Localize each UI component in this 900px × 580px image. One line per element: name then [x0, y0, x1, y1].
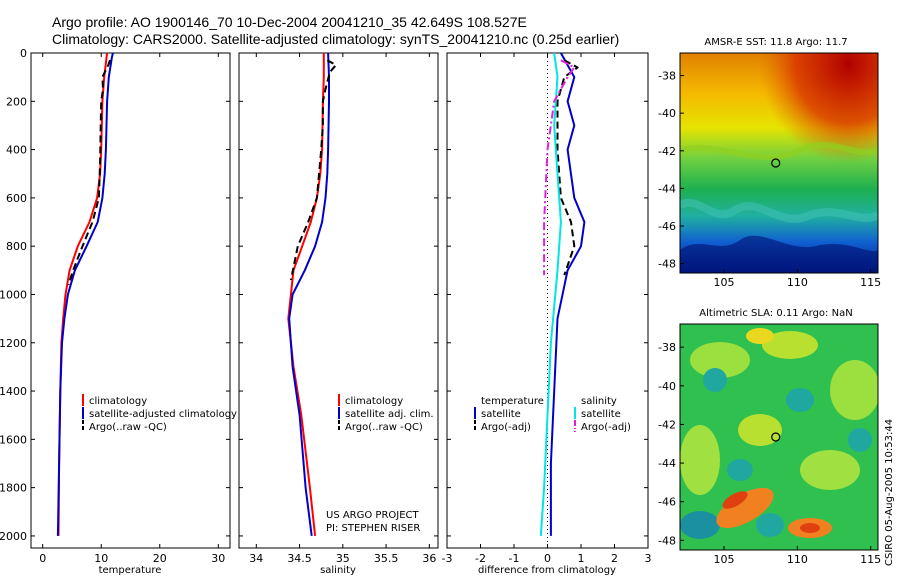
sst-map-title: AMSR-E SST: 11.8 Argo: 11.7 [704, 37, 847, 48]
map-y-tick-label: -42 [658, 145, 676, 158]
x-tick-label: 36 [422, 552, 436, 565]
sla-map-title: Altimetric SLA: 0.11 Argo: NaN [699, 308, 852, 319]
pi-credit: PI: STEPHEN RISER [326, 523, 420, 534]
y-tick-label: 600 [6, 192, 27, 205]
timestamp-text: CSIRO 05-Aug-2005 10:53:44 [884, 419, 895, 566]
legend-climatology-label: climatology [89, 396, 147, 407]
x-tick-label: 10 [94, 552, 108, 565]
series-line-argo-raw-qc- [67, 59, 111, 286]
x-tick-label: 2 [611, 552, 618, 565]
map-y-tick-label: -40 [658, 107, 676, 120]
salinity-plot-frame [238, 52, 439, 549]
legend-satellite-label: satellite adj. clim. [345, 409, 434, 420]
temperature-legend: climatology satellite-adjusted climatolo… [82, 394, 237, 433]
x-tick-label: 1 [578, 552, 585, 565]
legend-argo-label: Argo(..raw -QC) [89, 422, 167, 433]
sst-map-frame [679, 52, 879, 274]
difference-legend: temperature satellite Argo(-adj) salinit… [474, 396, 631, 433]
map-y-tick-label: -38 [658, 70, 676, 83]
x-tick-label: -3 [442, 552, 453, 565]
x-tick-label: 34 [249, 552, 263, 565]
legend-temp-argo-label: Argo(-adj) [481, 422, 531, 433]
x-tick-label: 0 [39, 552, 46, 565]
temperature-plot: 0 10 20 30 0 200 400 600 800 1000 1200 1400 1600 1800… [0, 47, 230, 565]
sla-map-image [680, 324, 878, 550]
map-y-tick-label: -44 [658, 457, 676, 470]
map-y-tick-label: -38 [658, 341, 676, 354]
legend-satellite-label: satellite-adjusted climatology [89, 409, 237, 420]
argo-float-location-marker [771, 432, 781, 442]
x-tick-label: 3 [645, 552, 652, 565]
y-tick-label: 1400 [0, 385, 27, 398]
legend-argo-label: Argo(..raw -QC) [345, 422, 423, 433]
map-x-tick-label: 110 [787, 276, 808, 289]
y-tick-label: 1000 [0, 288, 27, 301]
series-line-salinity-satellite [539, 52, 562, 536]
salinity-x-label: salinity [320, 565, 356, 576]
x-tick-label: 34.5 [287, 552, 312, 565]
series-line-temperature-argo-adj- [556, 59, 579, 276]
x-tick-label: -1 [509, 552, 520, 565]
difference-x-label: difference from climatology [478, 565, 616, 576]
map-x-tick-label: 115 [860, 276, 881, 289]
map-x-tick-label: 105 [714, 276, 735, 289]
x-tick-label: 30 [211, 552, 225, 565]
series-line-satellite-adjusted-climatology [56, 52, 114, 536]
legend-climatology-label: climatology [345, 396, 403, 407]
x-tick-label: 35.5 [374, 552, 399, 565]
x-tick-label: -2 [475, 552, 486, 565]
legend-sal-satellite-label: satellite [581, 409, 621, 420]
salinity-plot: 34 34.5 35 35.5 36 [239, 52, 438, 565]
legend-salinity-heading: salinity [581, 396, 617, 407]
map-y-tick-label: -42 [658, 418, 676, 431]
sla-map-axes: 105 110 115 -38 -40 -42 -44 -46 -48 [658, 341, 881, 566]
project-credit: US ARGO PROJECT [326, 510, 420, 521]
map-x-tick-label: 110 [787, 553, 808, 566]
series-line-temperature-satellite [549, 52, 586, 536]
map-y-tick-label: -40 [658, 380, 676, 393]
difference-plot: -3 -2 -1 0 1 2 3 [442, 52, 652, 565]
y-tick-label: 1200 [0, 337, 27, 350]
legend-temperature-heading: temperature [481, 396, 544, 407]
y-tick-label: 1600 [0, 433, 27, 446]
figure-title-line1: Argo profile: AO 1900146_70 10-Dec-2004 … [52, 14, 527, 30]
figure-title-line2: Climatology: CARS2000. Satellite-adjuste… [52, 31, 620, 47]
series-line-salinity-argo-adj- [543, 59, 576, 276]
legend-temp-satellite-label: satellite [481, 409, 521, 420]
map-y-tick-label: -46 [658, 496, 676, 509]
map-x-tick-label: 105 [714, 553, 735, 566]
map-y-tick-label: -46 [658, 220, 676, 233]
y-tick-label: 400 [6, 144, 27, 157]
timestamp-stamp: CSIRO 05-Aug-2005 10:53:44 [884, 419, 895, 566]
y-tick-label: 800 [6, 240, 27, 253]
map-y-tick-label: -44 [658, 182, 676, 195]
y-tick-label: 2000 [0, 530, 27, 543]
y-tick-label: 1800 [0, 482, 27, 495]
sst-map-axes: 105 110 115 -38 -40 -42 -44 -46 -48 [658, 70, 881, 289]
x-tick-label: 0 [544, 552, 551, 565]
series-line-argo-raw-qc- [289, 59, 337, 281]
sst-map-image [680, 53, 878, 273]
y-tick-label: 0 [20, 47, 27, 60]
salinity-legend: climatology satellite adj. clim. Argo(..… [338, 394, 434, 433]
argo-float-location-marker [771, 158, 781, 168]
sla-map-frame [679, 323, 879, 551]
temperature-x-label: temperature [99, 565, 162, 576]
legend-sal-argo-label: Argo(-adj) [581, 422, 631, 433]
x-tick-label: 35 [336, 552, 350, 565]
series-line-satellite-adj-clim- [288, 52, 330, 537]
temperature-plot-frame [30, 52, 231, 549]
map-x-tick-label: 115 [860, 553, 881, 566]
y-tick-label: 200 [6, 95, 27, 108]
map-y-tick-label: -48 [658, 258, 676, 271]
x-tick-label: 20 [153, 552, 167, 565]
map-y-tick-label: -48 [658, 534, 676, 547]
